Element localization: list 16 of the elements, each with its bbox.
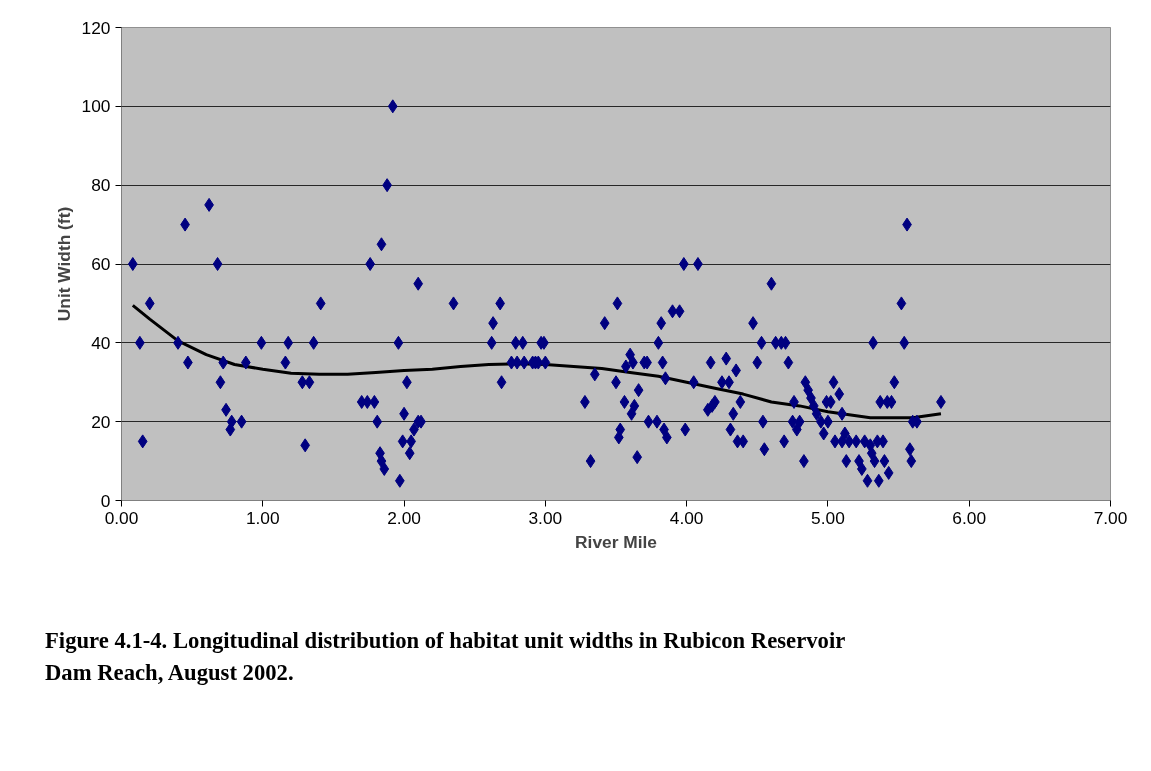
y-tick-label: 100 [81,96,111,117]
caption: Figure 4.1-4. Longitudinal distribution of habitat unit widths in Rubicon Reservoir Dam Reach, August 2002. [45,627,846,687]
x-tick-label: 7.00 [1093,507,1128,528]
y-tick-label: 20 [91,411,111,432]
x-tick-label: 6.00 [952,507,987,528]
x-tick-label: 2.00 [387,507,421,528]
x-tick-label: 1.00 [245,507,280,528]
x-axis-title: River Mile [575,531,658,552]
y-axis-title: Unit Width (ft) [53,206,74,322]
y-tick-label: 120 [81,17,111,38]
y-tick-label: 60 [91,254,111,274]
x-tick-label: 4.00 [669,507,704,528]
x-tick-label: 3.00 [528,507,563,528]
x-tick-label: 5.00 [811,507,845,528]
y-tick-label: 80 [91,175,111,196]
y-tick-label: 40 [91,332,111,353]
